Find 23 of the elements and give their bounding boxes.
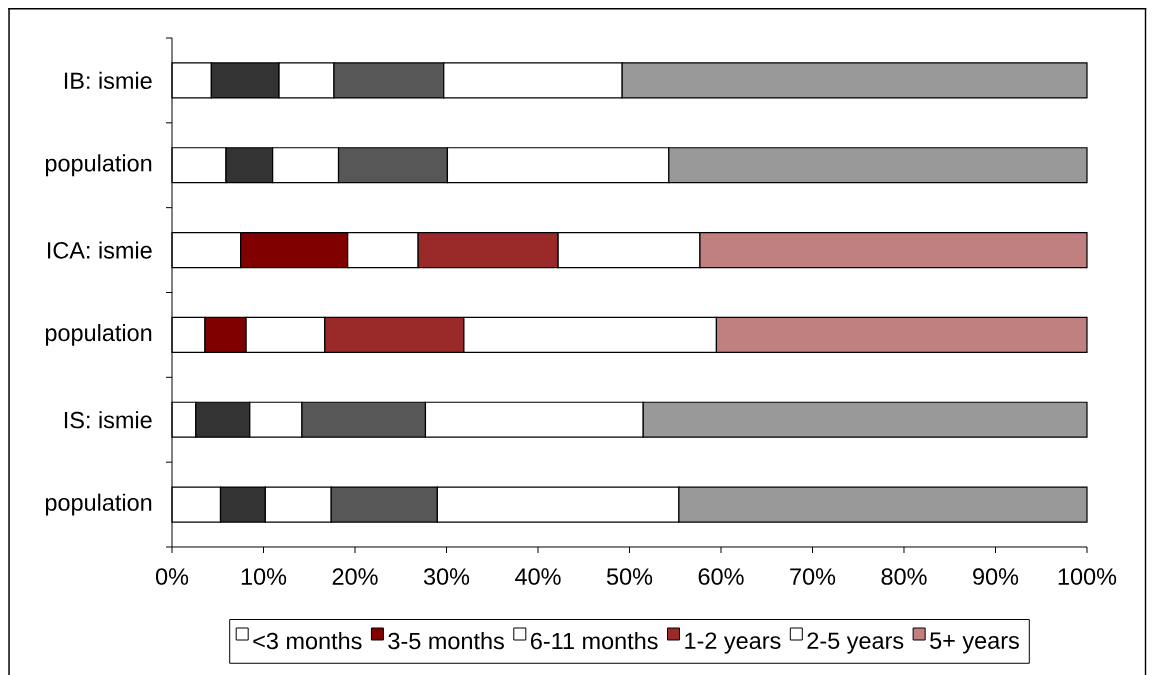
x-tick-label: 100% (1058, 568, 1117, 585)
y-tick-label: IS: ismie (64, 411, 152, 429)
legend-label: 2-5 years (807, 632, 904, 654)
x-tick-label: 40% (515, 568, 561, 585)
y-tick-label: population (45, 323, 152, 346)
x-tick-label: 60% (698, 568, 744, 585)
y-tick-label: population (45, 493, 152, 516)
legend-label: 6-11 months (531, 632, 658, 650)
legend-label: 5+ years (930, 632, 1019, 654)
x-tick-label: 50% (606, 568, 653, 585)
x-tick-label: 90% (973, 568, 1019, 585)
y-tick-label: ICA: ismie (48, 241, 152, 259)
x-tick-label: 30% (423, 568, 470, 585)
x-tick-label: 70% (790, 568, 836, 585)
legend-label: <3 months (253, 632, 362, 650)
legend-label: 1-2 years (685, 632, 781, 654)
x-tick-label: 20% (332, 568, 378, 585)
x-tick-label: 80% (881, 568, 927, 585)
y-tick-label: population (45, 154, 152, 177)
y-tick-label: IB: ismie (64, 71, 152, 90)
legend-label: 3-5 months (388, 632, 504, 650)
x-tick-label: 10% (241, 568, 287, 585)
x-tick-label: 0% (155, 568, 189, 585)
